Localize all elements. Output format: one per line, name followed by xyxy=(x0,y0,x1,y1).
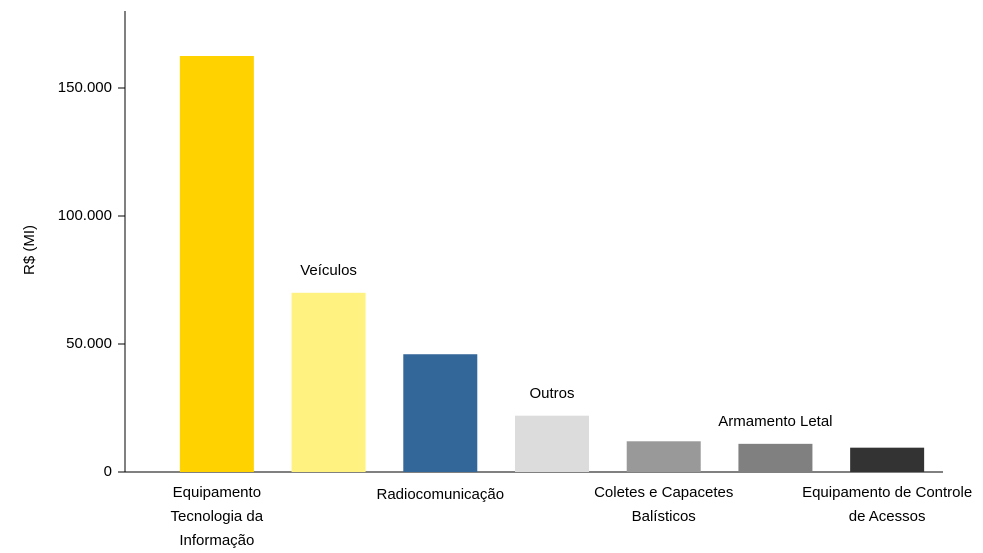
bar xyxy=(515,415,589,472)
y-tick-label: 100.000 xyxy=(58,207,112,224)
category-label: Outros xyxy=(529,384,575,402)
category-label: Radiocomunicação xyxy=(376,486,505,503)
y-axis-label: R$ (MI) xyxy=(21,225,38,275)
y-tick-label: 150.000 xyxy=(58,79,112,96)
bar xyxy=(403,354,478,472)
bar xyxy=(291,292,366,472)
category-label: Armamento Letal xyxy=(718,412,833,430)
bar xyxy=(850,447,925,472)
category-label: Equipamento Tecnologia da Informação xyxy=(170,484,264,549)
bar xyxy=(738,443,813,472)
bar xyxy=(179,56,254,472)
category-label: Veículos xyxy=(300,261,357,279)
y-tick-label: 50.000 xyxy=(66,335,112,352)
y-tick-label: 0 xyxy=(104,463,112,480)
category-label: Coletes e Capacetes Balísticos xyxy=(594,484,734,525)
bar xyxy=(626,441,701,472)
category-label: Equipamento de Controle de Acessos xyxy=(802,484,973,525)
